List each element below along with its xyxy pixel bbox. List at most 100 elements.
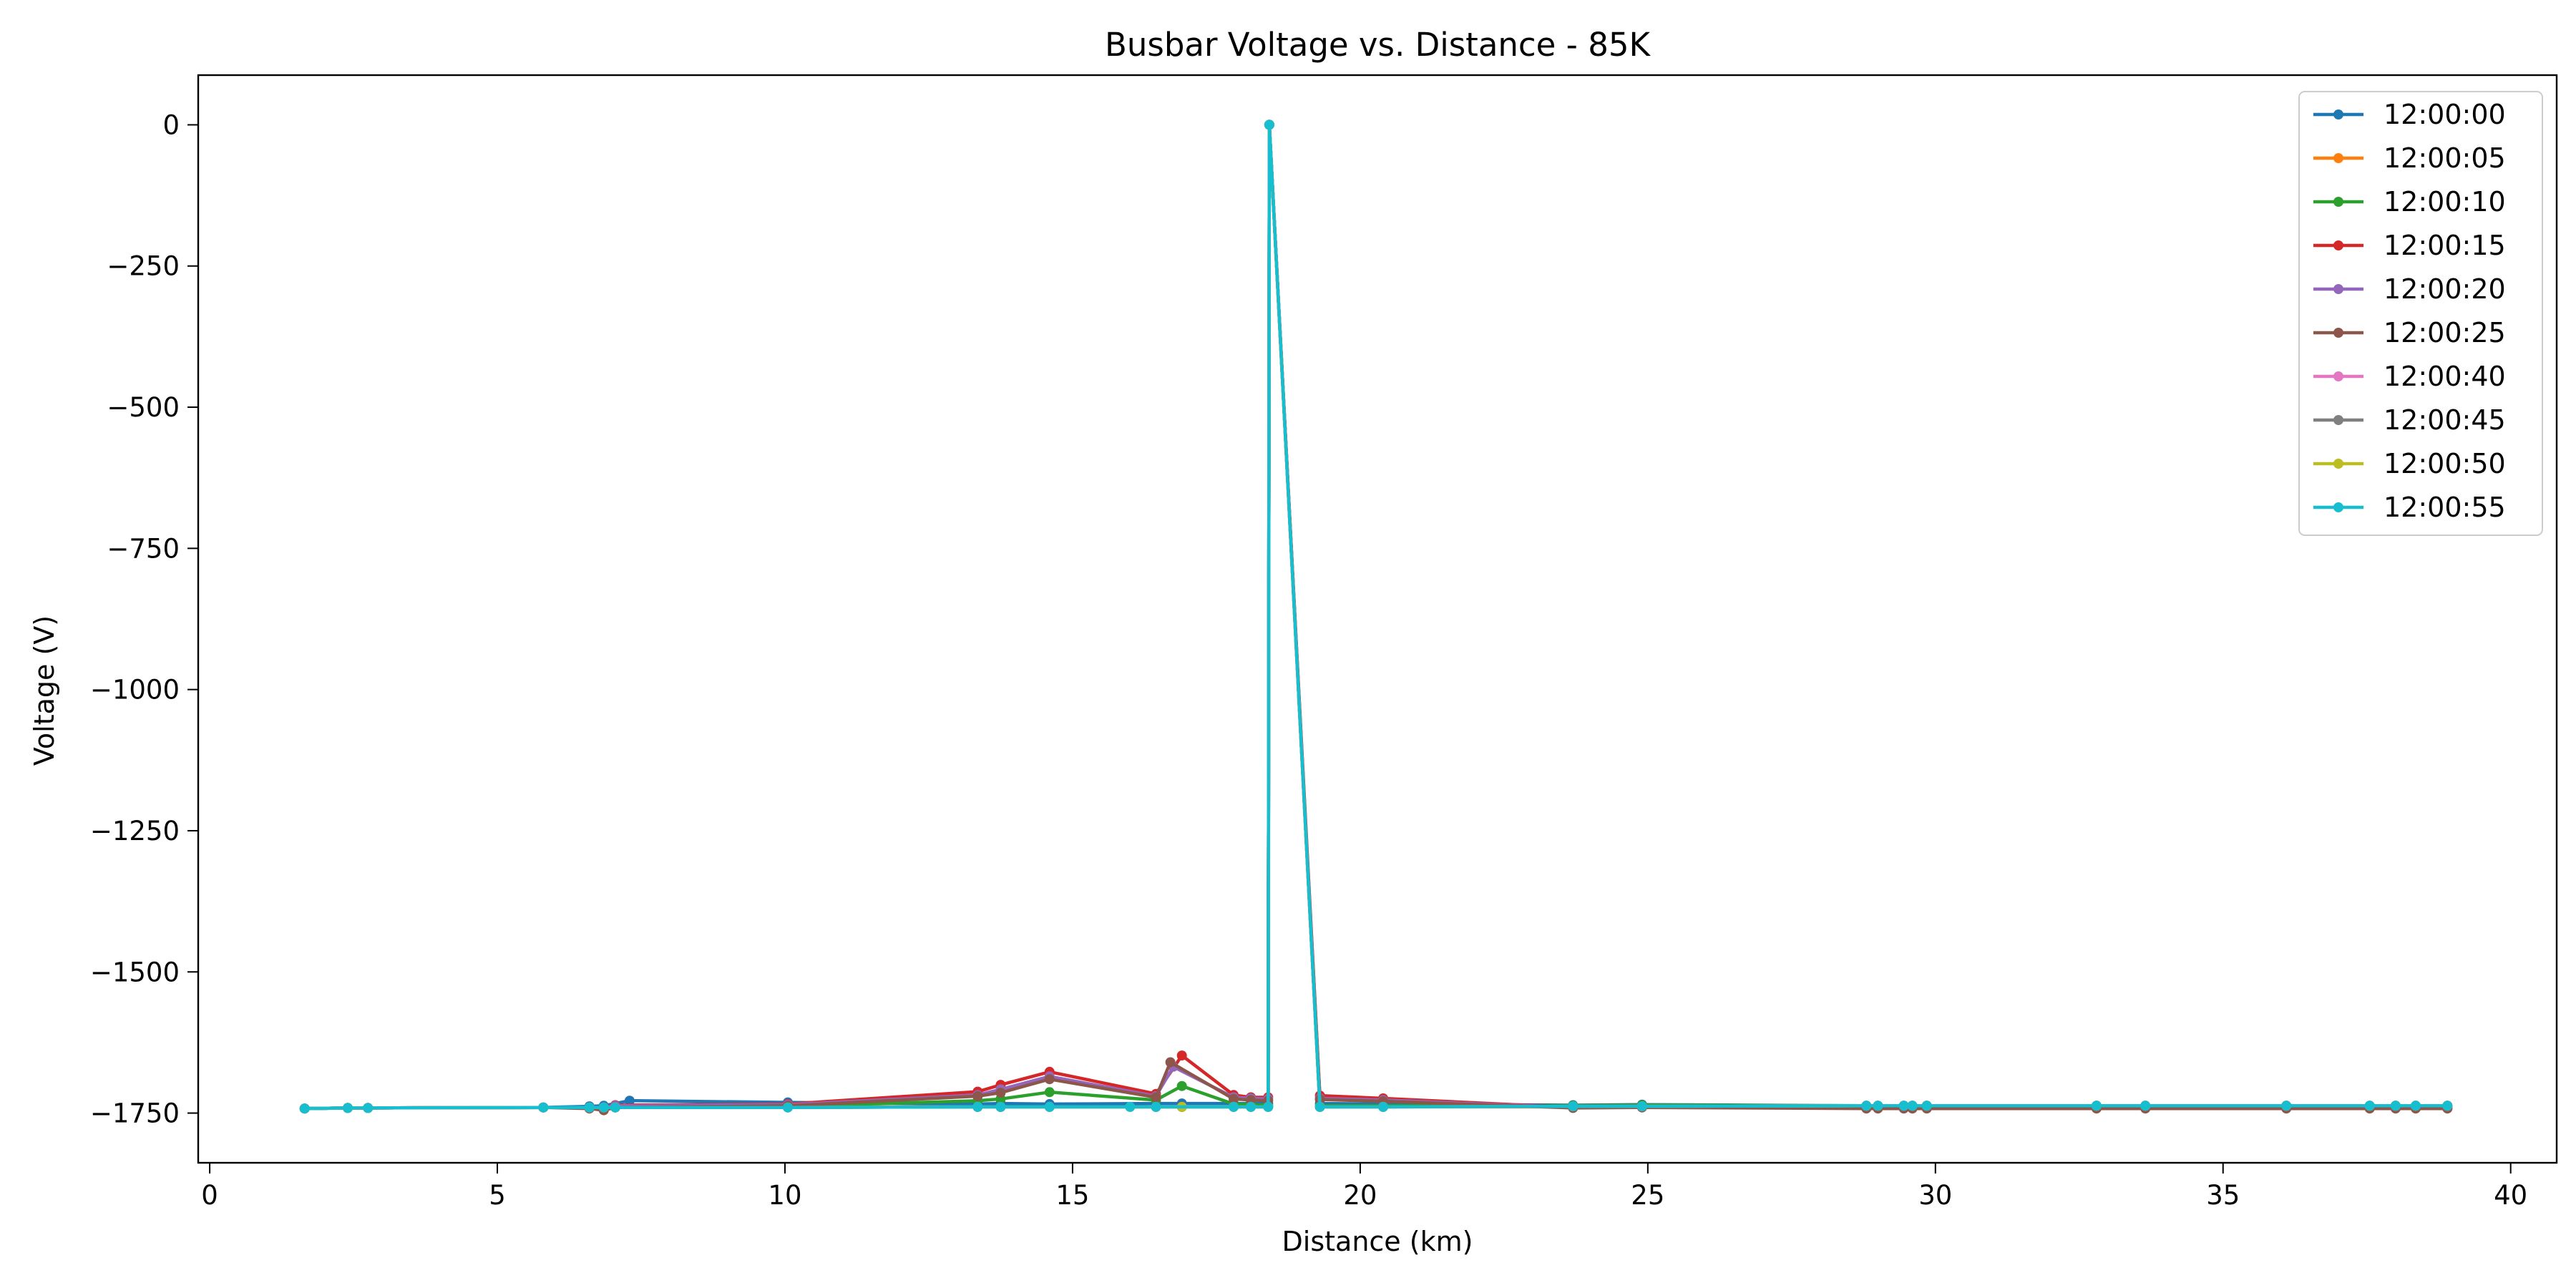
data-point (1176, 1050, 1187, 1061)
data-point (995, 1101, 1006, 1112)
legend-swatch-marker (2333, 415, 2343, 425)
data-point (1921, 1101, 1932, 1111)
data-point (1246, 1101, 1257, 1112)
data-point (610, 1102, 620, 1113)
data-point (1568, 1101, 1579, 1112)
data-point (2091, 1101, 2102, 1111)
legend-label: 12:00:40 (2384, 361, 2506, 392)
data-point (363, 1103, 374, 1113)
legend-label: 12:00:55 (2384, 492, 2506, 523)
data-point (972, 1101, 983, 1112)
y-tick-label: −1500 (90, 957, 180, 987)
data-point (783, 1102, 793, 1113)
series-12-00-55 (299, 119, 2453, 1114)
y-tick-label: −1250 (90, 816, 180, 847)
x-tick-label: 5 (489, 1180, 506, 1211)
legend-label: 12:00:10 (2384, 186, 2506, 218)
legend-label: 12:00:00 (2384, 99, 2506, 130)
x-tick-label: 20 (1343, 1180, 1377, 1211)
legend-item: 12:00:50 (2313, 448, 2506, 479)
x-tick-label: 10 (768, 1180, 801, 1211)
legend-label: 12:00:15 (2384, 230, 2506, 261)
legend-swatch-marker (2333, 284, 2343, 294)
legend-label: 12:00:05 (2384, 142, 2506, 174)
legend-item: 12:00:15 (2313, 230, 2506, 261)
y-axis-label: Voltage (V) (29, 615, 60, 766)
data-point (1229, 1101, 1239, 1112)
legend-swatch-marker (2333, 371, 2343, 381)
legend-swatch-marker (2333, 459, 2343, 469)
data-point (972, 1091, 983, 1101)
data-point (1873, 1101, 1883, 1111)
data-point (2140, 1101, 2151, 1111)
y-tick-label: −500 (107, 392, 180, 423)
chart-title: Busbar Voltage vs. Distance - 85K (1105, 26, 1651, 64)
x-tick-label: 15 (1055, 1180, 1089, 1211)
legend-item: 12:00:20 (2313, 273, 2506, 305)
data-point (1314, 1101, 1325, 1112)
data-point (1176, 1080, 1187, 1091)
legend-item: 12:00:10 (2313, 186, 2506, 218)
data-point (1898, 1101, 1909, 1111)
legend-swatch-marker (2333, 502, 2343, 512)
plot-area (299, 119, 2453, 1116)
plot-frame (197, 74, 2558, 1164)
x-tick-label: 30 (1918, 1180, 1952, 1211)
legend-label: 12:00:20 (2384, 273, 2506, 305)
data-point (1861, 1101, 1872, 1111)
legend-item: 12:00:25 (2313, 317, 2506, 348)
legend-label: 12:00:25 (2384, 317, 2506, 348)
data-point (1125, 1101, 1136, 1112)
data-point (538, 1102, 549, 1113)
data-point (1636, 1101, 1647, 1112)
y-tick-label: −1750 (90, 1098, 180, 1129)
x-tick-label: 0 (201, 1180, 218, 1211)
data-point (1151, 1092, 1161, 1103)
data-point (1044, 1087, 1055, 1098)
data-point (598, 1102, 609, 1113)
x-axis-label: Distance (km) (1282, 1226, 1473, 1257)
data-point (2442, 1101, 2453, 1111)
y-axis: 0 −250 −500 −750 −1000 −1250 −1500 −1750 (90, 109, 198, 1129)
data-point (2364, 1101, 2375, 1111)
legend-swatch-marker (2333, 153, 2343, 163)
legend-label: 12:00:45 (2384, 404, 2506, 436)
legend-item: 12:00:55 (2313, 492, 2506, 523)
data-point (2281, 1101, 2292, 1111)
x-tick-label: 40 (2494, 1180, 2527, 1211)
y-tick-label: −750 (107, 533, 180, 564)
data-point (584, 1102, 595, 1113)
legend-item: 12:00:00 (2313, 99, 2506, 130)
data-point (299, 1103, 310, 1114)
x-tick-label: 25 (1631, 1180, 1664, 1211)
legend-item: 12:00:05 (2313, 142, 2506, 174)
x-axis: 0 5 10 15 20 25 30 35 40 (201, 1163, 2527, 1211)
y-tick-label: −1000 (90, 675, 180, 706)
data-point (343, 1103, 353, 1113)
data-point (1907, 1101, 1918, 1111)
legend-swatch-marker (2333, 328, 2343, 338)
legend-item: 12:00:40 (2313, 361, 2506, 392)
legend: 12:00:00 12:00:05 12:00:10 12:00:15 12:00:20… (2298, 91, 2543, 536)
y-tick-label: 0 (162, 109, 180, 140)
data-point (2411, 1101, 2421, 1111)
legend-swatch-marker (2333, 109, 2343, 119)
data-point (1378, 1101, 1388, 1112)
y-tick-label: −250 (107, 251, 180, 282)
data-point (1263, 1101, 1274, 1112)
legend-swatch-marker (2333, 240, 2343, 250)
legend-label: 12:00:50 (2384, 448, 2506, 479)
data-point (624, 1096, 635, 1106)
legend-swatch-marker (2333, 197, 2343, 207)
data-point (1229, 1093, 1239, 1104)
data-point (1165, 1057, 1176, 1068)
x-tick-label: 35 (2206, 1180, 2240, 1211)
data-point (1151, 1101, 1161, 1112)
data-point (1044, 1074, 1055, 1085)
data-point (2390, 1101, 2401, 1111)
data-point (1264, 119, 1274, 130)
data-point (995, 1088, 1006, 1098)
legend-item: 12:00:45 (2313, 404, 2506, 436)
